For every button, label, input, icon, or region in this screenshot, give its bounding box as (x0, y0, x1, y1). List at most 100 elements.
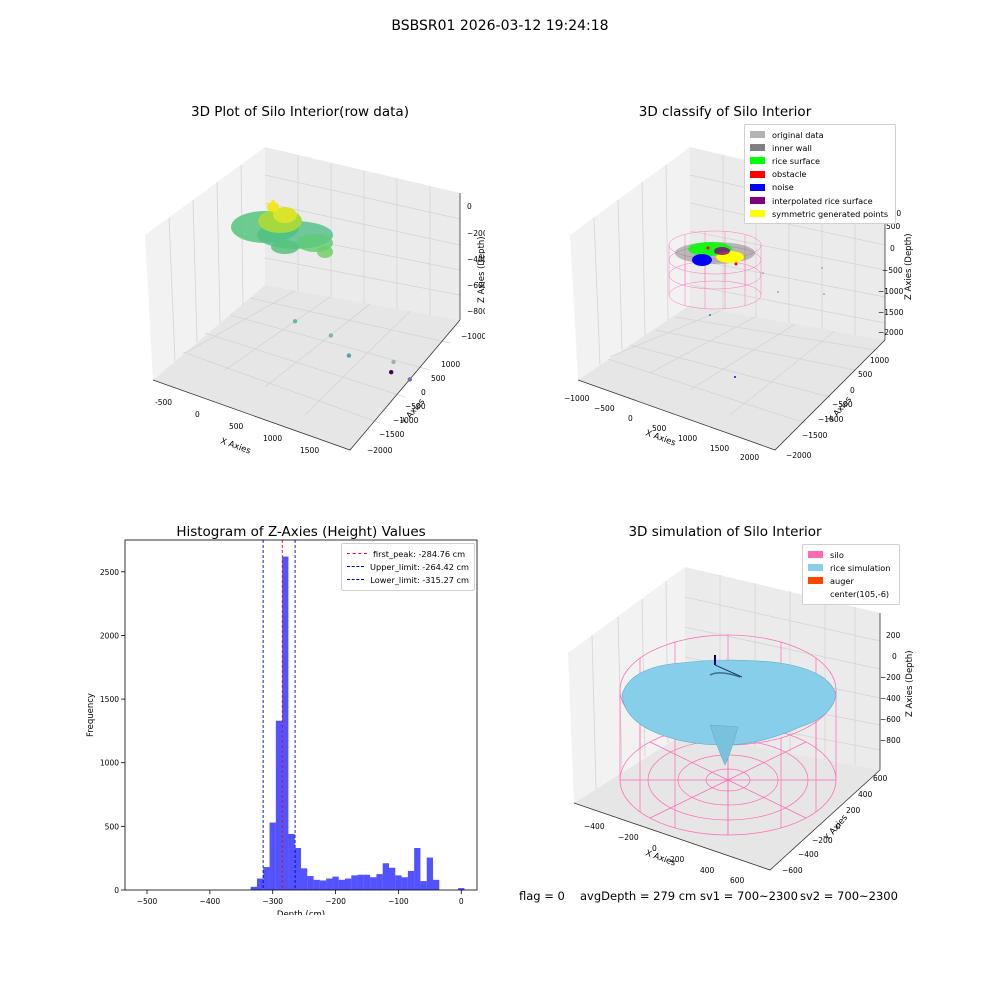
x-tick-label: −400 (200, 897, 221, 906)
legend-label: Upper_limit: -264.42 cm (370, 561, 469, 572)
plot-frame (124, 539, 478, 891)
legend-item-rice-surface: rice surface (750, 154, 890, 167)
histogram-bar (407, 870, 415, 890)
p2-ytick-5: −1500 (802, 431, 828, 440)
histogram-bar (401, 877, 408, 890)
p1-ztick-3: −600 (467, 281, 485, 290)
legend-line-swatch (347, 579, 365, 581)
p4-ytick-6: −600 (782, 866, 803, 875)
outlier-point (407, 377, 412, 382)
panel3-histogram: −500 −400 −300 −200 −100 0 0 500 1000 1500 2000 250… (86, 539, 478, 915)
legend-line-swatch (347, 566, 365, 568)
panel1-title: 3D Plot of Silo Interior(row data) (191, 104, 409, 120)
panel1-outlier-points (292, 319, 412, 382)
p4-ztick-1: 0 (892, 652, 897, 661)
panel1-3d-axes: -500 0 500 1000 1500 X Axies 1000 500 0 … (145, 147, 485, 457)
histogram-bar (370, 877, 377, 890)
p4-ytick-5: −400 (798, 850, 819, 859)
histogram-bar (414, 848, 421, 890)
outlier-point (328, 333, 334, 338)
panel1-point-cloud (231, 199, 333, 258)
legend-label: original data (772, 129, 824, 140)
p2-xtick-0: −1000 (564, 394, 590, 403)
p1-ytick-0: 1000 (441, 360, 460, 369)
legend-label: rice surface (772, 155, 821, 166)
p2-ytick-0: 1000 (870, 356, 889, 365)
p2-xtick-4: 1000 (678, 434, 697, 443)
histogram-bar (351, 875, 358, 890)
p1-xtick-2: 500 (229, 422, 244, 431)
footer-avg-depth: avgDepth = 279 cm (580, 889, 697, 903)
p2-xtick-1: −500 (594, 404, 615, 413)
histogram-bar (257, 878, 264, 890)
histogram-bar (426, 857, 433, 890)
p4-ytick-1: 400 (858, 790, 873, 799)
legend-label: inner wall (772, 142, 812, 153)
legend-label: silo (830, 549, 844, 560)
histogram-bar (307, 876, 314, 890)
legend-item-first-peak: first_peak: -284.76 cm (347, 547, 469, 560)
p2-ytick-2: 0 (850, 386, 855, 395)
p2-zlabel: Z Axies (Depth) (904, 233, 914, 300)
p1-ztick-2: −400 (467, 255, 485, 264)
y-axis-label: Frequency (86, 693, 96, 737)
outlier-point (389, 370, 394, 375)
p4-ztick-0: 200 (886, 631, 901, 640)
y-tick-label: 500 (105, 822, 120, 831)
histogram-bar (382, 863, 389, 890)
p1-ztick-0: 0 (467, 202, 472, 211)
legend-label: interpolated rice surface (772, 195, 873, 206)
p2-ytick-6: −2000 (786, 451, 812, 460)
panel4-3d-axes: −400 −200 0 200 400 600 X Axies 600 400 … (568, 567, 915, 885)
y-tick-label: 2500 (100, 568, 119, 577)
legend-swatch (750, 131, 765, 139)
panel2-legend: original data inner wall rice surface ob… (744, 124, 896, 225)
histogram-bar (250, 886, 257, 890)
legend-line-swatch (347, 553, 367, 555)
p4-xtick-5: 600 (730, 876, 745, 885)
p4-zlabel: Z Axies (Depth) (905, 650, 915, 717)
panel3-title: Histogram of Z-Axies (Height) Values (176, 524, 426, 540)
histogram-bar (363, 874, 371, 890)
p4-ytick-0: 600 (873, 774, 888, 783)
outlier-point (391, 359, 396, 365)
histogram-plot: −500 −400 −300 −200 −100 0 0 500 1000 1500 2000 250… (86, 539, 478, 915)
histogram-bar (433, 879, 440, 890)
p2-ytick-1: 500 (858, 370, 873, 379)
x-tick-label: −200 (325, 897, 346, 906)
histogram-bar (282, 556, 289, 890)
p1-xtick-3: 1000 (263, 434, 282, 443)
histogram-bar (395, 875, 402, 890)
legend-label: auger (830, 575, 854, 586)
p4-ytick-3: 0 (836, 822, 841, 831)
panel4-legend: silo rice simulation auger center(105,-6… (802, 544, 900, 605)
p2-xtick-6: 2000 (740, 453, 759, 462)
p2-xtick-5: 1500 (710, 444, 729, 453)
legend-item-center: center(105,-6) (808, 588, 894, 601)
p1-ytick-6: −2000 (367, 446, 393, 455)
histogram-bar (326, 878, 333, 890)
legend-label: Lower_limit: -315.27 cm (370, 574, 469, 585)
p1-ytick-1: 500 (431, 374, 446, 383)
legend-swatch (808, 564, 823, 572)
legend-item-noise: noise (750, 181, 890, 194)
histogram-bar (357, 874, 364, 890)
legend-item-lower-limit: Lower_limit: -315.27 cm (347, 573, 469, 586)
x-tick-label: 0 (459, 897, 464, 906)
histogram-bar (389, 867, 396, 890)
legend-swatch (808, 577, 823, 585)
legend-label: noise (772, 182, 794, 193)
legend-item-interpolated-rice-surface: interpolated rice surface (750, 194, 890, 207)
p1-xlabel: X Axies (219, 436, 252, 456)
x-tick-label: −100 (388, 897, 409, 906)
p4-ztick-5: −800 (880, 736, 901, 745)
y-tick-label: 1500 (100, 695, 119, 704)
p4-ztick-3: −400 (880, 694, 901, 703)
legend-item-silo: silo (808, 548, 894, 561)
p2-ytick-4: −1000 (818, 415, 844, 424)
p2-xtick-3: 500 (652, 424, 667, 433)
p2-ytick-3: −500 (832, 400, 853, 409)
footer-flag: flag = 0 (519, 889, 565, 903)
x-axis-label: Depth (cm) (277, 910, 325, 915)
panel3-legend: first_peak: -284.76 cm Upper_limit: -264… (341, 543, 475, 591)
